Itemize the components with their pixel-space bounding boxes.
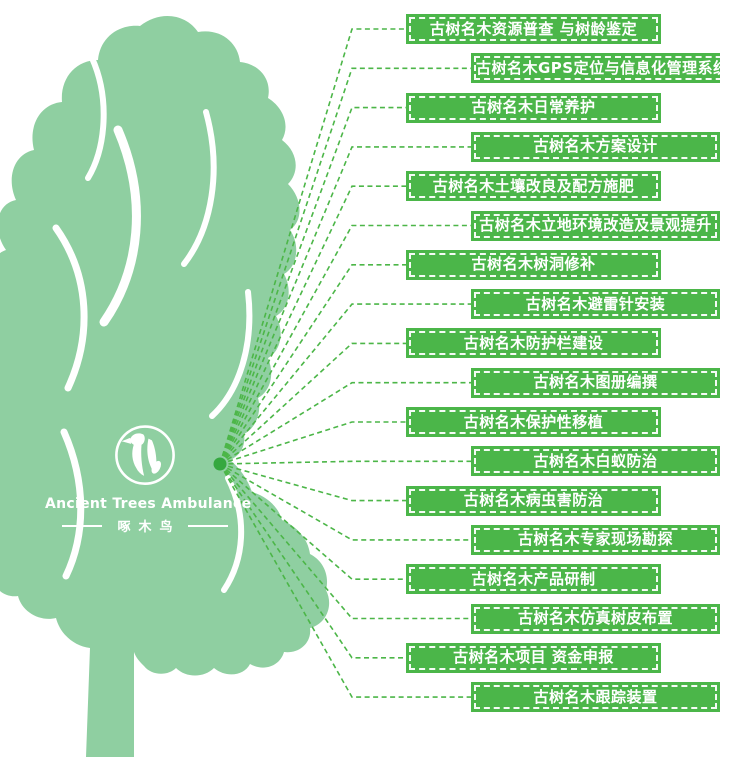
tree-canopy-and-trunk xyxy=(0,15,330,757)
logo: Ancient Trees Ambulance 啄木鸟 xyxy=(45,418,252,535)
connector-line xyxy=(219,28,406,465)
connector-line xyxy=(219,463,406,581)
connector-line xyxy=(219,185,406,465)
connector-line xyxy=(219,381,471,465)
logo-subtitle-row: 啄木鸟 xyxy=(45,516,245,535)
connector-line xyxy=(219,463,471,620)
connector-line xyxy=(219,421,406,465)
connector-line xyxy=(219,463,471,698)
logo-subtitle: 啄木鸟 xyxy=(117,520,181,535)
connector-line xyxy=(219,263,406,465)
connector-line xyxy=(219,146,471,465)
branch-gap-strokes xyxy=(52,55,253,593)
connector-line xyxy=(219,463,406,659)
connector-line xyxy=(219,463,471,541)
connector-line xyxy=(219,106,406,465)
connector-line xyxy=(219,303,471,465)
connector-line xyxy=(219,224,471,465)
connector-line xyxy=(219,342,406,465)
hub-dot xyxy=(213,457,227,471)
logo-title: Ancient Trees Ambulance xyxy=(45,496,252,512)
subtitle-right-rule xyxy=(187,524,228,527)
connector-line xyxy=(219,67,471,465)
subtitle-left-rule xyxy=(62,524,103,527)
woodpecker-icon xyxy=(115,425,175,486)
connector-line xyxy=(219,463,406,502)
connector-line xyxy=(219,460,471,465)
